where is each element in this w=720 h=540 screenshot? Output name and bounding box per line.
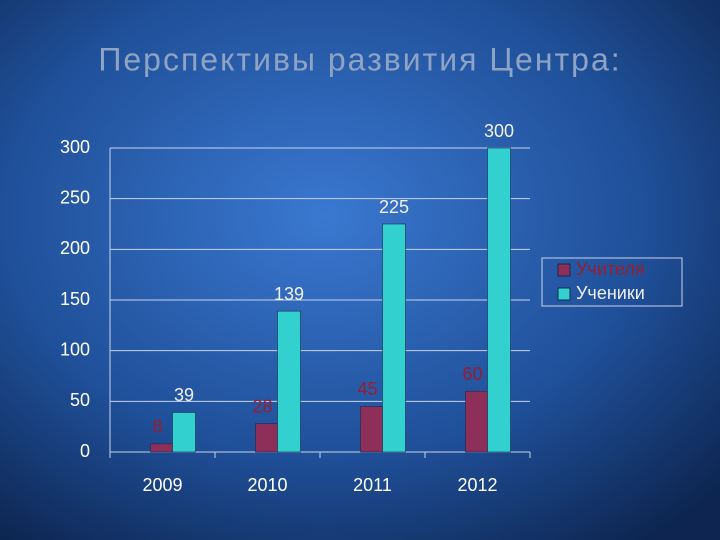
value-label: 45: [357, 379, 377, 399]
y-tick-label: 150: [60, 289, 90, 309]
bar: [360, 406, 383, 453]
bar: [382, 223, 406, 453]
legend-swatch: [557, 263, 571, 277]
y-tick-label: 0: [80, 441, 90, 461]
y-tick-label: 250: [60, 187, 90, 207]
y-tick-label: 50: [70, 390, 90, 410]
value-label: 8: [152, 417, 162, 437]
value-label: 300: [484, 121, 514, 141]
value-label: 39: [174, 385, 194, 405]
bar: [255, 423, 278, 453]
value-label: 139: [274, 284, 304, 304]
bar: [465, 390, 488, 453]
x-tick-label: 2009: [142, 475, 182, 495]
bar: [277, 310, 301, 453]
value-label: 60: [462, 364, 482, 384]
value-label: 225: [379, 197, 409, 217]
x-tick-label: 2010: [247, 475, 287, 495]
slide-title: Перспективы развития Центра:: [98, 41, 621, 77]
legend-box: [541, 257, 683, 307]
legend-label: Учителя: [576, 259, 645, 279]
y-tick-label: 100: [60, 339, 90, 359]
value-label: 28: [252, 396, 272, 416]
bar: [487, 147, 511, 453]
bar: [150, 443, 173, 453]
x-tick-label: 2012: [457, 475, 497, 495]
legend-label: Ученики: [576, 283, 645, 303]
y-tick-label: 200: [60, 238, 90, 258]
bar: [172, 412, 196, 453]
x-tick-label: 2011: [353, 475, 392, 495]
y-tick-label: 300: [60, 137, 90, 157]
legend-swatch: [557, 287, 571, 301]
